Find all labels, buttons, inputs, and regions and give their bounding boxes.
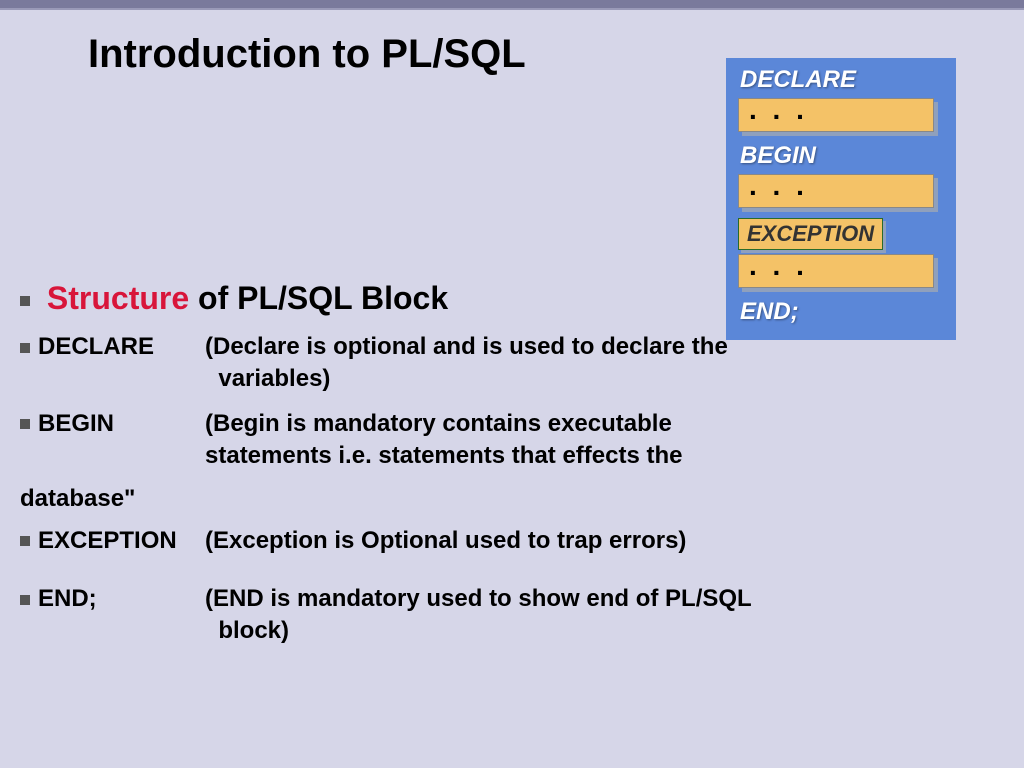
begin-desc-tail: database": [20, 485, 984, 513]
begin-desc-1: (Begin is mandatory contains executable: [205, 410, 672, 437]
exception-desc: (Exception is Optional used to trap erro…: [205, 525, 984, 557]
end-desc-1: (END is mandatory used to show end of PL…: [205, 585, 752, 612]
diagram-label-exception: EXCEPTION: [738, 218, 883, 250]
subheading-rest: of PL/SQL Block: [189, 280, 448, 316]
begin-desc-2: statements i.e. statements that effects …: [205, 442, 682, 469]
diagram-dots-1: . . .: [738, 98, 944, 136]
keyword-exception: EXCEPTION: [38, 527, 177, 554]
diagram-dots-2: . . .: [738, 174, 944, 212]
diagram-label-begin: BEGIN: [734, 140, 948, 172]
slide-title: Introduction to PL/SQL: [88, 32, 526, 77]
item-declare: DECLARE (Declare is optional and is used…: [20, 331, 984, 396]
bullet-icon: [20, 419, 30, 429]
keyword-begin: BEGIN: [38, 410, 114, 437]
declare-desc-1: (Declare is optional and is used to decl…: [205, 333, 728, 360]
item-begin: BEGIN (Begin is mandatory contains execu…: [20, 408, 984, 473]
keyword-end: END;: [38, 585, 97, 612]
subheading: Structure of PL/SQL Block: [20, 280, 984, 317]
bullet-icon: [20, 536, 30, 546]
end-desc-2: block): [218, 617, 289, 644]
subheading-highlight: Structure: [47, 280, 189, 316]
keyword-declare: DECLARE: [38, 333, 154, 360]
bullet-icon: [20, 296, 30, 306]
item-end: END; (END is mandatory used to show end …: [20, 583, 984, 648]
item-exception: EXCEPTION (Exception is Optional used to…: [20, 525, 984, 557]
diagram-label-declare: DECLARE: [734, 64, 948, 96]
bullet-icon: [20, 595, 30, 605]
top-accent-bar: [0, 0, 1024, 10]
bullet-icon: [20, 343, 30, 353]
slide-body: Structure of PL/SQL Block DECLARE (Decla…: [20, 280, 984, 660]
declare-desc-2: variables): [218, 365, 330, 392]
